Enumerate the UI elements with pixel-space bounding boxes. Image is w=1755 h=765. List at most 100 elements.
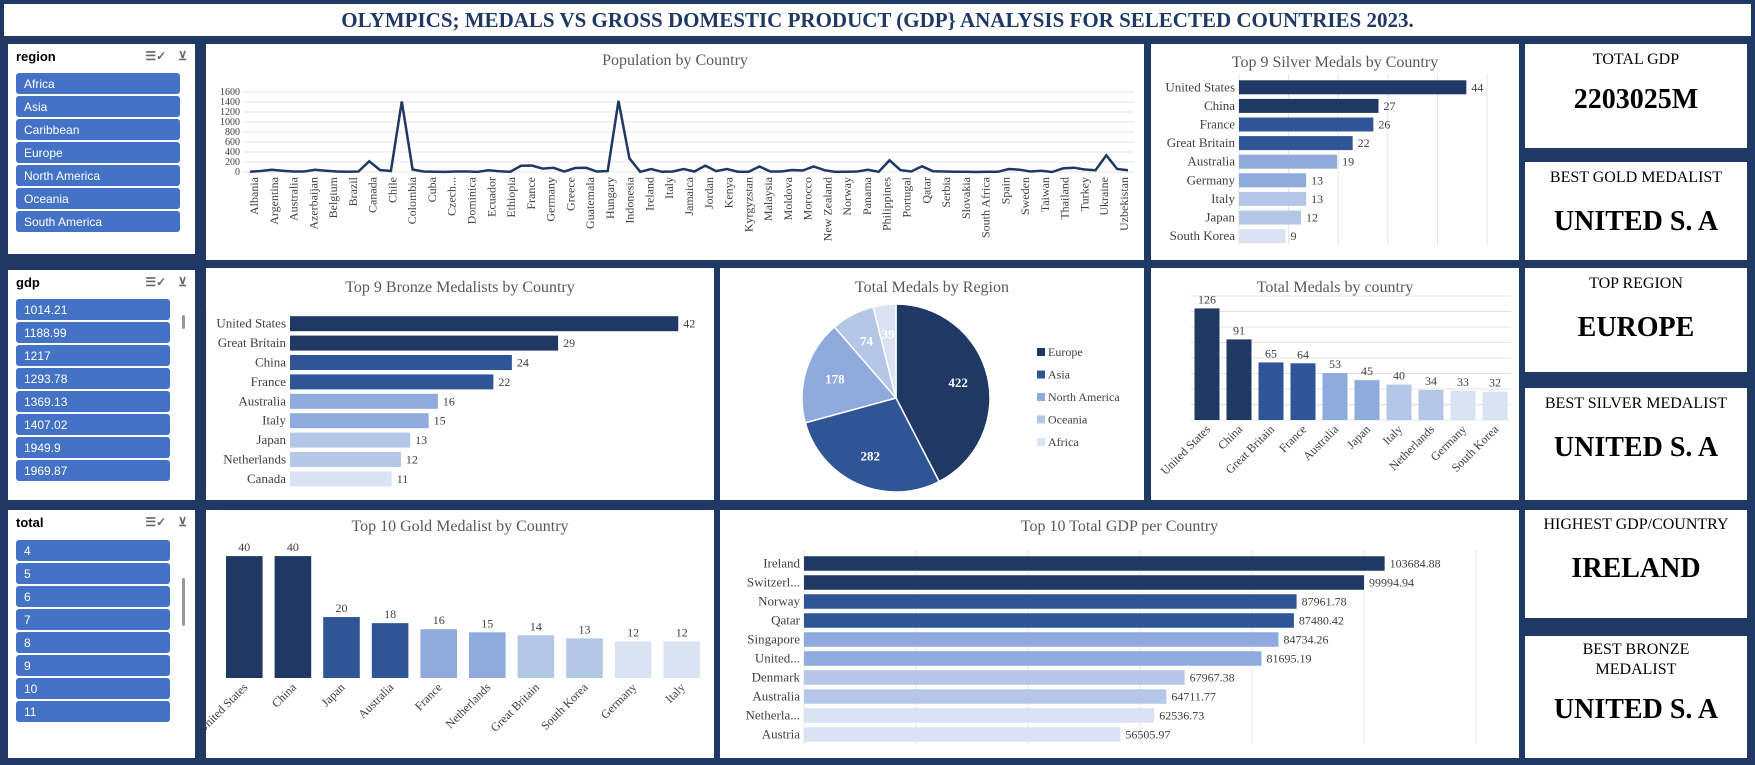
x-tick-label: Portugal [900, 176, 914, 217]
column [566, 638, 603, 678]
region-slicer[interactable]: region ☰✓ ⊻ Africa Asia Caribbean Europe Nor… [8, 44, 195, 254]
multi-select-icon[interactable]: ☰✓ [145, 515, 167, 529]
gdp-slicer-scrollbar[interactable] [182, 315, 185, 329]
slicer-item-total[interactable]: 8 [16, 632, 170, 653]
category-label: Great Britain [218, 335, 287, 350]
category-label: Great Britain [1167, 135, 1236, 150]
clear-filter-icon[interactable]: ⊻ [178, 275, 187, 289]
category-label: Italy [262, 413, 286, 428]
slicer-item-region[interactable]: Asia [16, 96, 180, 117]
category-label: Canada [247, 471, 286, 486]
total-slicer[interactable]: total ☰✓ ⊻ 4 5 6 7 8 9 10 11 [8, 510, 195, 758]
slicer-item-gdp[interactable]: 1188.99 [16, 322, 170, 343]
bar [804, 727, 1121, 742]
column [1450, 390, 1476, 420]
gdp-slicer[interactable]: gdp ☰✓ ⊻ 1014.21 1188.99 1217 1293.78 1369.1… [8, 270, 195, 500]
slicer-item-region[interactable]: Europe [16, 142, 180, 163]
slicer-item-total[interactable]: 11 [16, 701, 170, 722]
slicer-item-gdp[interactable]: 1369.13 [16, 391, 170, 412]
data-label: 32 [1489, 376, 1501, 390]
slicer-item-region[interactable]: Oceania [16, 188, 180, 209]
x-tick-label: Azerbaijan [306, 177, 320, 230]
slicer-item-gdp[interactable]: 1293.78 [16, 368, 170, 389]
data-label: 22 [1358, 136, 1370, 150]
category-label: China [255, 355, 286, 370]
data-label: 99994.94 [1369, 576, 1414, 590]
column [1386, 384, 1412, 420]
x-tick-label: Jamaica [682, 176, 696, 215]
total-slicer-scrollbar[interactable] [182, 578, 185, 626]
multi-select-icon[interactable]: ☰✓ [145, 275, 167, 289]
kpi-value: UNITED S. A [1553, 432, 1719, 463]
data-label: 29 [563, 336, 575, 350]
category-label: Denmark [752, 670, 801, 685]
data-label: 11 [397, 472, 409, 486]
slicer-item-total[interactable]: 9 [16, 655, 170, 676]
x-tick-label: Uzbekistan [1117, 177, 1131, 231]
x-tick-label: Italy [662, 177, 676, 199]
legend-swatch [1037, 415, 1045, 424]
bar [804, 613, 1294, 628]
data-label: 27 [1384, 99, 1396, 113]
slicer-item-region[interactable]: Caribbean [16, 119, 180, 140]
x-tick-label: Albania [247, 176, 261, 215]
slicer-item-gdp[interactable]: 1407.02 [16, 414, 170, 435]
slicer-item-region[interactable]: South America [16, 211, 180, 232]
category-label: Japan [1344, 422, 1373, 451]
x-tick-label: Cuba [425, 176, 439, 202]
slicer-item-total[interactable]: 4 [16, 540, 170, 561]
bar [804, 651, 1262, 666]
slicer-item-total[interactable]: 5 [16, 563, 170, 584]
kpi-top-region: TOP REGION EUROPE [1525, 268, 1747, 372]
slicer-item-total[interactable]: 10 [16, 678, 170, 699]
x-tick-label: Moldova [781, 176, 795, 220]
legend-label: Asia [1048, 368, 1071, 382]
data-label: 12 [627, 625, 639, 639]
legend-swatch [1037, 393, 1045, 401]
data-label: 67967.38 [1190, 671, 1235, 685]
slicer-item-total[interactable]: 6 [16, 586, 170, 607]
data-label: 14 [530, 619, 542, 633]
bar [804, 575, 1364, 590]
column [323, 617, 360, 678]
y-tick-label: 600 [225, 137, 240, 148]
x-tick-label: Chile [385, 177, 399, 203]
legend-label: Europe [1048, 345, 1083, 359]
clear-filter-icon[interactable]: ⊻ [178, 49, 187, 63]
multi-select-icon[interactable]: ☰✓ [145, 49, 167, 63]
slicer-item-region[interactable]: North America [16, 165, 180, 186]
slicer-item-gdp[interactable]: 1217 [16, 345, 170, 366]
x-tick-label: Qatar [919, 177, 933, 204]
legend-swatch [1037, 348, 1045, 356]
clear-filter-icon[interactable]: ⊻ [178, 515, 187, 529]
category-label: South Korea [538, 680, 591, 733]
kpi-label: BEST GOLD MEDALIST [1549, 169, 1723, 186]
legend-label: North America [1048, 390, 1120, 404]
slicer-item-region[interactable]: Africa [16, 73, 180, 94]
data-label: 74 [860, 333, 874, 348]
bar [290, 393, 438, 409]
category-label: Australia [1300, 422, 1341, 463]
category-label: Germany [598, 680, 639, 721]
x-tick-label: Dominica [465, 176, 479, 224]
gdp-bar-chart: Ireland 103684.88 Switzerl... 99994.94 Norwa… [745, 550, 1477, 744]
slicer-item-gdp[interactable]: 1014.21 [16, 299, 170, 320]
slicer-item-gdp[interactable]: 1969.87 [16, 460, 170, 481]
x-tick-label: Ethiopia [504, 176, 518, 217]
category-label: Italy [1380, 422, 1405, 447]
data-label: 40 [238, 540, 250, 554]
data-label: 13 [579, 622, 591, 636]
bar [1239, 154, 1338, 169]
category-label: Japan [256, 432, 286, 447]
gold-column-chart: 40 United States 40 China 20 Japan 18 Australia… [206, 510, 706, 736]
slicer-item-gdp[interactable]: 1949.9 [16, 437, 170, 458]
gdp-slicer-title: gdp [16, 274, 40, 290]
slicer-item-total[interactable]: 7 [16, 609, 170, 630]
x-tick-label: Ireland [642, 177, 656, 211]
x-tick-label: Thailand [1058, 177, 1072, 220]
dashboard-title: OLYMPICS; MEDALS VS GROSS DOMESTIC PRODU… [341, 7, 1414, 32]
x-tick-label: Argentina [267, 176, 281, 224]
dashboard-title-bar: OLYMPICS; MEDALS VS GROSS DOMESTIC PRODU… [4, 4, 1751, 36]
gold-chart-title: Top 10 Gold Medalist by Country [351, 518, 569, 535]
